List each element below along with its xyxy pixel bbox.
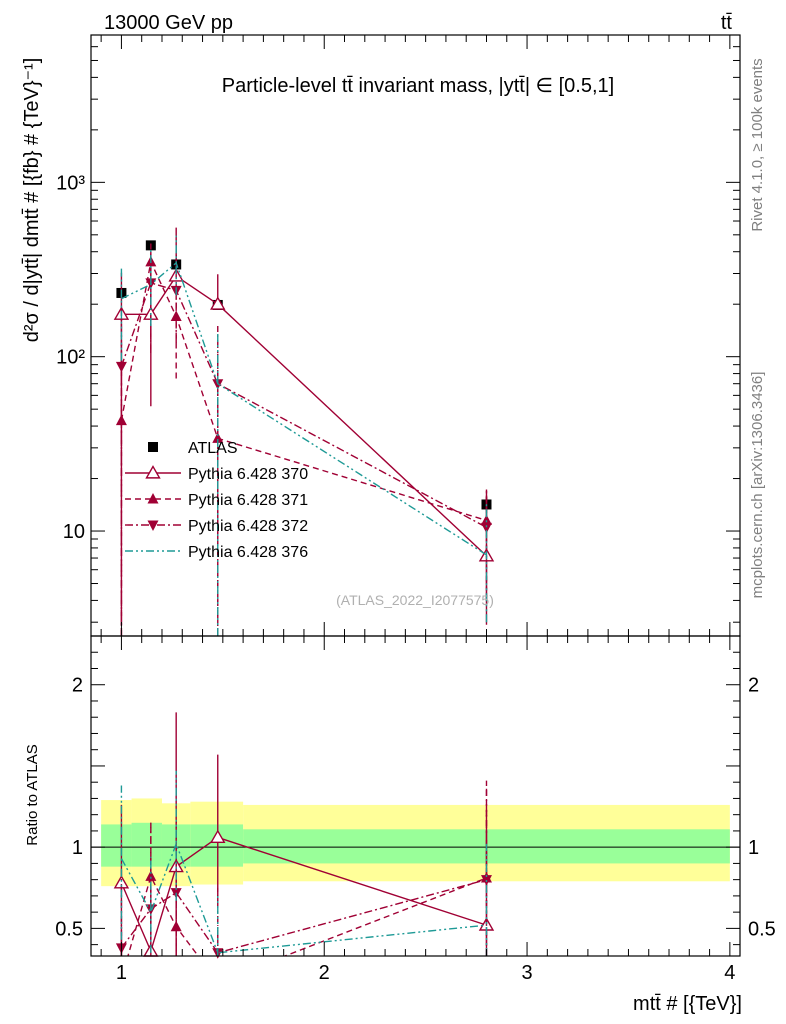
ratio-band-inner [190,824,244,867]
ratio-panel-frame [90,635,741,957]
main-panel-series [113,227,495,636]
ratio-y-tick-label: 1 [72,837,83,859]
ratio-y-tick-label: 0.5 [55,918,83,940]
process-label: tt̄ [721,12,733,34]
main-data-point [210,296,226,310]
legend-entry-1: Pythia 6.428 370 [125,465,308,483]
mcplots-label: mcplots.cern.ch [arXiv:1306.3436] [749,372,766,599]
legend-marker [147,493,159,504]
ratio-series-line [120,878,487,954]
legend-entry-4: Pythia 6.428 376 [125,544,308,561]
legend-label: ATLAS [188,440,238,457]
main-chart-title: Particle-level tt̄ invariant mass, |ytt̄… [222,75,614,97]
ratio-y-tick-label: 2 [72,675,83,697]
axes-layer: 10 10² 10³ 0.5 0.5 1 1 2 2 1 2 3 4 [55,34,776,984]
ratio-band-inner [131,822,162,867]
ratio-y-axis-label: Ratio to ATLAS [24,744,41,845]
ratio-band-inner [101,824,132,867]
x-tick-label: 2 [319,962,330,984]
legend-label: Pythia 6.428 370 [188,466,308,483]
legend-label: Pythia 6.428 371 [188,492,308,509]
main-y-tick-label: 10 [63,521,85,543]
ratio-series-3 [120,770,488,956]
main-y-tick-label: 10² [56,347,85,369]
legend-entry-2: Pythia 6.428 371 [125,492,308,509]
main-data-point [115,414,127,426]
legend-label: Pythia 6.428 376 [188,544,308,561]
legend: ATLAS Pythia 6.428 370 Pythia 6.428 371 Pyt… [125,440,308,561]
ratio-y-tick-label-right: 1 [748,837,759,859]
legend-marker [145,465,161,479]
legend-label: Pythia 6.428 372 [188,518,308,535]
x-axis-label: mtt̄ # [{TeV}] [633,993,742,1015]
ratio-data-point [170,920,182,932]
x-tick-label: 1 [116,962,127,984]
main-y-axis-label: d²σ / d|ytt̄| dmtt̄ # [{fb} # {TeV}⁻¹] [21,58,43,343]
main-y-tick-label: 10³ [56,172,85,194]
main-data-point [115,361,127,373]
legend-marker [148,442,158,452]
ratio-data-point [210,829,226,843]
ratio-series-line [120,841,487,954]
energy-label: 13000 GeV pp [104,12,233,34]
ratio-y-tick-label-right: 0.5 [748,918,776,940]
legend-marker [147,520,159,531]
main-series-2 [115,239,492,636]
main-data-point [480,522,492,534]
legend-entry-3: Pythia 6.428 372 [125,518,308,535]
main-series-4 [120,235,488,636]
analysis-watermark: (ATLAS_2022_I2077575) [336,592,494,608]
x-tick-label: 4 [724,962,735,984]
rivet-version-label: Rivet 4.1.0, ≥ 100k events [749,58,766,231]
legend-entry-0: ATLAS [148,440,238,457]
ratio-panel-bands [91,798,740,887]
ratio-panel-series [113,712,495,959]
ratio-y-tick-label-right: 2 [748,675,759,697]
x-tick-label: 3 [521,962,532,984]
